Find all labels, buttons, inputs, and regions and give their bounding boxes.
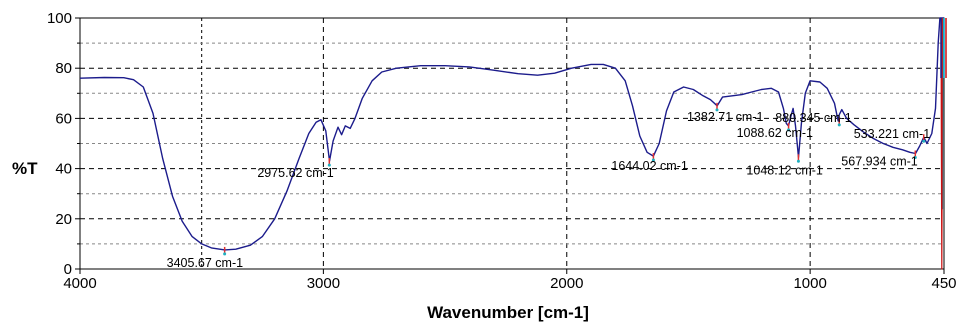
peak-label: 3405.67 cm-1 [167, 256, 243, 270]
y-tick-label: 80 [55, 60, 72, 77]
peak-dot [223, 252, 227, 256]
y-tick-label: 100 [47, 10, 72, 27]
peak-dot [327, 163, 331, 167]
peak-dot [837, 123, 841, 127]
peak-label: 1048.12 cm-1 [746, 163, 822, 177]
series-line-0 [79, 17, 944, 251]
grid-lines [80, 18, 944, 269]
peak-label: 1382.71 cm-1 [687, 110, 763, 124]
peak-labels: 3405.67 cm-1 2975.62 cm-1 1644.02 cm-1 1382… [167, 110, 931, 270]
x-tick-label: 2000 [550, 275, 583, 292]
x-tick-label: 450 [931, 275, 956, 292]
y-tick-label: 20 [55, 211, 72, 228]
peak-dot [922, 139, 926, 143]
peak-dot [787, 128, 791, 132]
series-group [79, 17, 947, 270]
x-tick-label: 4000 [63, 275, 96, 292]
peak-label: 567.934 cm-1 [841, 155, 917, 169]
peak-label: 533.221 cm-1 [854, 127, 930, 141]
peak-label: 1644.02 cm-1 [611, 159, 687, 173]
peak-dot [651, 158, 655, 162]
y-axis-label: %T [12, 159, 38, 178]
peak-dot [715, 108, 719, 112]
peak-dot [913, 156, 917, 160]
y-tick-label: 60 [55, 110, 72, 127]
series-line-2 [940, 17, 943, 270]
y-tick-label: 0 [64, 261, 72, 278]
peak-label: 1088.62 cm-1 [737, 126, 813, 140]
x-tick-label: 3000 [307, 275, 340, 292]
peak-label: 2975.62 cm-1 [257, 166, 333, 180]
peak-markers [223, 102, 926, 256]
axis-ticks: 0 20 40 60 80 100 4000 3000 2000 1000 450 [47, 10, 957, 292]
peak-label: 880.345 cm-1 [775, 111, 851, 125]
x-axis-label: Wavenumber [cm-1] [427, 303, 589, 322]
peak-dot [796, 159, 800, 163]
y-tick-label: 40 [55, 161, 72, 178]
x-tick-label: 1000 [793, 275, 826, 292]
